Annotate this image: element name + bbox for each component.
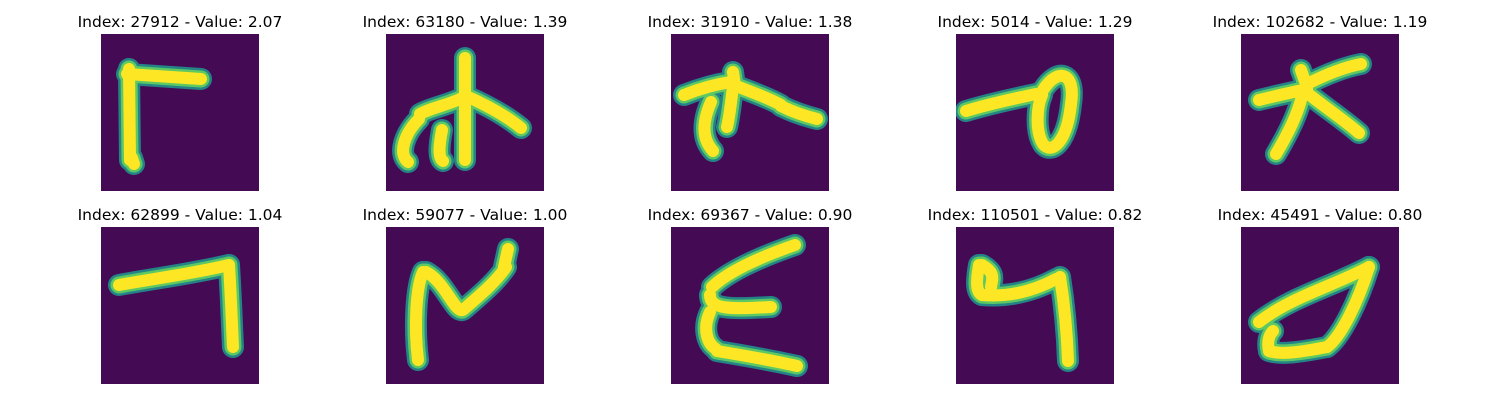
image-card: Index: 69367 - Value: 0.90 bbox=[630, 205, 870, 395]
image-title: Index: 31910 - Value: 1.38 bbox=[630, 12, 870, 32]
image-title: Index: 102682 - Value: 1.19 bbox=[1200, 12, 1440, 32]
image-title: Index: 110501 - Value: 0.82 bbox=[915, 205, 1155, 225]
image-card: Index: 45491 - Value: 0.80 bbox=[1200, 205, 1440, 395]
glyph-image bbox=[386, 227, 544, 384]
image-title: Index: 63180 - Value: 1.39 bbox=[345, 12, 585, 32]
glyph-stroke bbox=[504, 249, 508, 267]
glyph-stroke bbox=[1269, 347, 1327, 353]
glyph-image bbox=[1241, 34, 1399, 191]
image-card: Index: 5014 - Value: 1.29 bbox=[915, 12, 1155, 202]
glyph-image bbox=[101, 34, 259, 191]
image-title: Index: 5014 - Value: 1.29 bbox=[915, 12, 1155, 32]
image-title: Index: 27912 - Value: 2.07 bbox=[60, 12, 300, 32]
image-title: Index: 62899 - Value: 1.04 bbox=[60, 205, 300, 225]
glyph-stroke bbox=[129, 69, 130, 160]
glyph-image bbox=[1241, 227, 1399, 384]
glyph-stroke bbox=[727, 86, 733, 127]
image-card: Index: 110501 - Value: 0.82 bbox=[915, 205, 1155, 395]
glyph-image bbox=[956, 34, 1114, 191]
image-title: Index: 45491 - Value: 0.80 bbox=[1200, 205, 1440, 225]
image-card: Index: 63180 - Value: 1.39 bbox=[345, 12, 585, 202]
glyph-image bbox=[101, 227, 259, 384]
image-card: Index: 27912 - Value: 2.07 bbox=[60, 12, 300, 202]
image-card: Index: 59077 - Value: 1.00 bbox=[345, 205, 585, 395]
glyph-stroke bbox=[1268, 331, 1273, 351]
glyph-image bbox=[386, 34, 544, 191]
image-title: Index: 69367 - Value: 0.90 bbox=[630, 205, 870, 225]
glyph-image bbox=[671, 227, 829, 384]
glyph-stroke bbox=[132, 158, 134, 164]
image-title: Index: 59077 - Value: 1.00 bbox=[345, 205, 585, 225]
glyph-stroke bbox=[127, 74, 201, 79]
image-card: Index: 102682 - Value: 1.19 bbox=[1200, 12, 1440, 202]
glyph-stroke bbox=[416, 272, 423, 360]
glyph-stroke bbox=[440, 130, 444, 161]
image-card: Index: 31910 - Value: 1.38 bbox=[630, 12, 870, 202]
glyph-image bbox=[671, 34, 829, 191]
glyph-stroke bbox=[229, 265, 233, 347]
glyph-image bbox=[956, 227, 1114, 384]
image-card: Index: 62899 - Value: 1.04 bbox=[60, 205, 300, 395]
